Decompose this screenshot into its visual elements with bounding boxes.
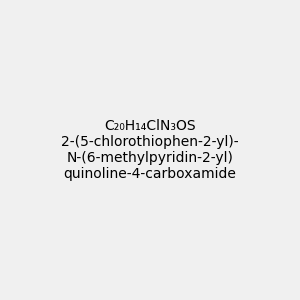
Text: C₂₀H₁₄ClN₃OS
2-(5-chlorothiophen-2-yl)-
N-(6-methylpyridin-2-yl)
quinoline-4-car: C₂₀H₁₄ClN₃OS 2-(5-chlorothiophen-2-yl)- … xyxy=(61,119,239,181)
